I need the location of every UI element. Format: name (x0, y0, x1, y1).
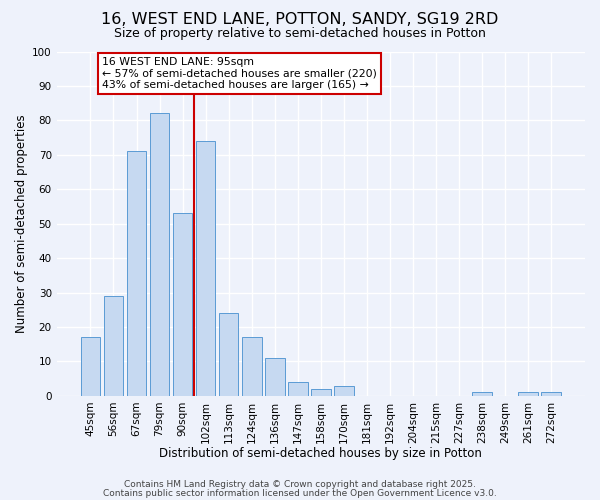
Bar (80, 338, 100, 396)
Text: 16, WEST END LANE, POTTON, SANDY, SG19 2RD: 16, WEST END LANE, POTTON, SANDY, SG19 2… (101, 12, 499, 28)
Y-axis label: Number of semi-detached properties: Number of semi-detached properties (15, 114, 28, 333)
Bar (311, 389, 331, 396)
Bar (242, 338, 262, 396)
Bar (541, 392, 561, 396)
Bar (288, 382, 308, 396)
Bar (173, 214, 193, 396)
Bar (265, 358, 284, 396)
Bar (127, 152, 146, 396)
Bar (104, 296, 123, 396)
Text: 16 WEST END LANE: 95sqm
← 57% of semi-detached houses are smaller (220)
43% of s: 16 WEST END LANE: 95sqm ← 57% of semi-de… (102, 56, 377, 90)
Bar (219, 313, 238, 396)
Bar (196, 141, 215, 396)
Text: Size of property relative to semi-detached houses in Potton: Size of property relative to semi-detach… (114, 28, 486, 40)
X-axis label: Distribution of semi-detached houses by size in Potton: Distribution of semi-detached houses by … (160, 447, 482, 460)
Bar (518, 392, 538, 396)
Text: Contains public sector information licensed under the Open Government Licence v3: Contains public sector information licen… (103, 488, 497, 498)
Bar (334, 386, 353, 396)
Bar (150, 114, 169, 396)
Text: Contains HM Land Registry data © Crown copyright and database right 2025.: Contains HM Land Registry data © Crown c… (124, 480, 476, 489)
Bar (472, 392, 492, 396)
